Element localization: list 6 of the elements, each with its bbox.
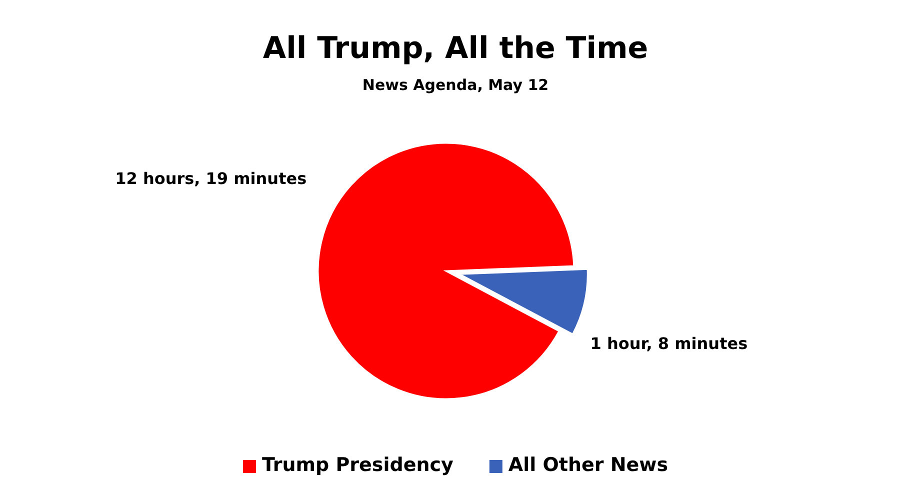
legend-label: Trump Presidency: [262, 454, 454, 476]
chart-subtitle: News Agenda, May 12: [362, 76, 549, 94]
legend-label: All Other News: [508, 454, 668, 476]
chart-title: All Trump, All the Time: [262, 31, 648, 66]
text: 1 hour, 8 minutes: [590, 334, 748, 353]
text: 12 hours, 19 minutes: [115, 169, 307, 188]
